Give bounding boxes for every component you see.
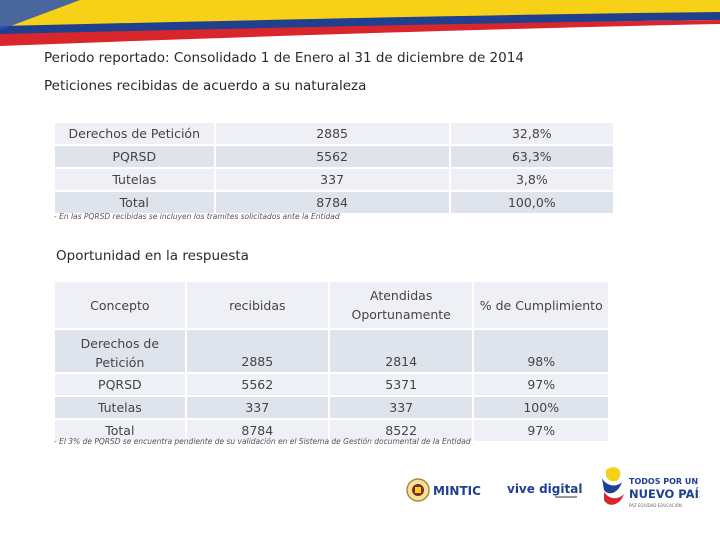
table-row: Tutelas 337 337 100% [55, 396, 610, 420]
row-count: 2885 [214, 123, 451, 146]
section-title-oportunidad: Oportunidad en la respuesta [56, 248, 249, 264]
row-received: 5562 [185, 373, 330, 397]
section-title-naturaleza: Peticiones recibidas de acuerdo a su nat… [44, 78, 367, 94]
footnote-oportunidad: - El 3% de PQRSD se encuentra pendiente … [54, 437, 471, 446]
row-label: Derechos de Petición [55, 329, 187, 374]
table-row: PQRSD 5562 5371 97% [55, 373, 610, 397]
row-label: Tutelas [55, 396, 187, 420]
todos-por-un-nuevo-pais-logo: TODOS POR UN NUEVO PAÍS PAZ EQUIDAD EDUC… [602, 467, 700, 508]
todos-line2: NUEVO PAÍS [629, 486, 700, 501]
table-row: PQRSD 5562 63,3% [55, 145, 616, 169]
row-count: 337 [214, 168, 451, 192]
table-row: Tutelas 337 3,8% [55, 168, 616, 192]
row-percent: 100% [473, 396, 610, 420]
column-header: Atendidas Oportunamente [328, 282, 475, 330]
oportunidad-table: Concepto recibidas Atendidas Oportunamen… [55, 282, 610, 443]
row-percent: 97% [473, 373, 610, 397]
column-header: recibidas [185, 282, 330, 330]
page-title: Periodo reportado: Consolidado 1 de Ener… [44, 50, 524, 66]
row-percent: 3,8% [449, 168, 616, 192]
row-label: Tutelas [55, 168, 216, 192]
row-percent: 100,0% [449, 191, 616, 215]
row-count: 5562 [214, 145, 451, 169]
vive-digital-logo: vive digital [507, 482, 582, 498]
row-attended: 337 [328, 396, 475, 420]
row-label: PQRSD [55, 145, 216, 169]
column-header: Concepto [55, 282, 187, 330]
row-label: PQRSD [55, 373, 187, 397]
todos-tagline: PAZ EQUIDAD EDUCACIÓN [629, 503, 682, 508]
row-attended: 5371 [328, 373, 475, 397]
row-percent: 63,3% [449, 145, 616, 169]
row-percent: 32,8% [449, 123, 616, 146]
todos-line1: TODOS POR UN [629, 477, 698, 486]
mintic-logo: MINTIC [406, 478, 481, 502]
footnote-naturaleza: - En las PQRSD recibidas se incluyen los… [54, 212, 340, 221]
column-header: % de Cumplimiento [473, 282, 610, 330]
row-percent: 97% [473, 419, 610, 443]
row-label: Derechos de Petición [55, 123, 216, 146]
row-label: Total [55, 419, 187, 443]
naturaleza-table: Derechos de Petición 2885 32,8% PQRSD 55… [55, 123, 616, 215]
row-attended: 8522 [328, 419, 475, 443]
row-attended: 2814 [328, 329, 475, 374]
row-label: Total [55, 191, 216, 215]
header-banner [0, 0, 720, 46]
row-received: 8784 [185, 419, 330, 443]
row-received: 337 [185, 396, 330, 420]
table-row: Total 8784 8522 97% [55, 419, 610, 443]
row-percent: 98% [473, 329, 610, 374]
row-count: 8784 [214, 191, 451, 215]
table-row: Derechos de Petición 2885 2814 98% [55, 329, 610, 374]
vive-digital-text: vive digital [507, 482, 582, 496]
table-row: Derechos de Petición 2885 32,8% [55, 123, 616, 146]
table-row: Total 8784 100,0% [55, 191, 616, 215]
row-received: 2885 [185, 329, 330, 374]
mintic-logo-text: MINTIC [433, 484, 481, 498]
table-header-row: Concepto recibidas Atendidas Oportunamen… [55, 282, 610, 330]
